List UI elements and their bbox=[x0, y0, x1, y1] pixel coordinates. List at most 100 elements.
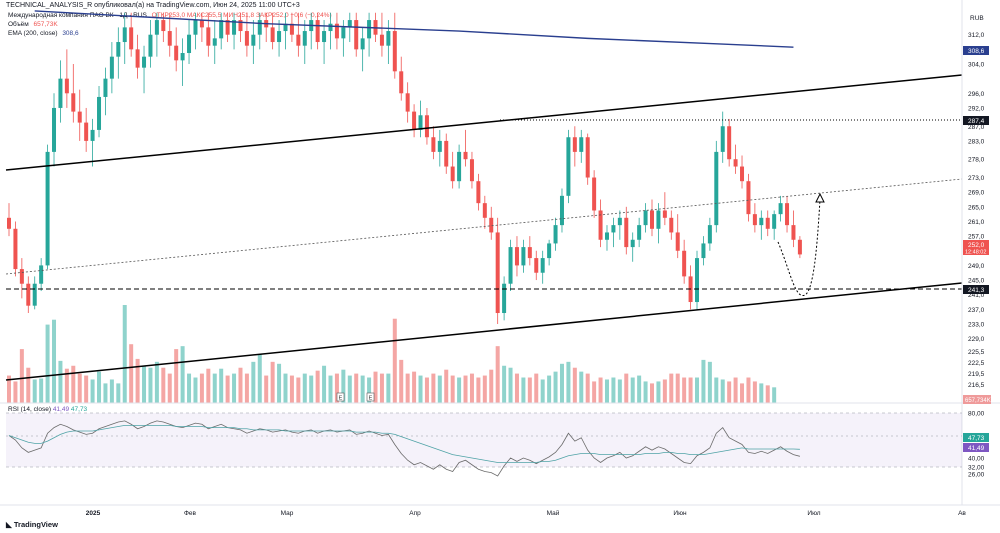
time-tick-label: 2025 bbox=[86, 510, 101, 517]
tv-icon: ◣ bbox=[6, 520, 14, 529]
volume-bar bbox=[476, 377, 481, 403]
symbol-legend: Международная компания ПАО ВК · 1Д · RUS… bbox=[8, 12, 335, 19]
volume-bar bbox=[270, 361, 275, 403]
price-tick-label: 278,0 bbox=[968, 157, 985, 164]
candle-body bbox=[592, 177, 597, 211]
candle-body bbox=[656, 210, 661, 229]
volume-bar bbox=[360, 375, 365, 403]
ema-label[interactable]: EMA (200, close) bbox=[8, 30, 58, 37]
channel-mid-line[interactable] bbox=[5, 178, 963, 275]
candle-body bbox=[26, 283, 31, 306]
earnings-marker-1[interactable] bbox=[336, 392, 345, 402]
candle-body bbox=[386, 31, 391, 46]
candle-body bbox=[463, 151, 468, 160]
volume-bar bbox=[457, 377, 462, 403]
candle-body bbox=[527, 247, 532, 259]
time-tick-label: Июн bbox=[673, 510, 687, 517]
candle-body bbox=[206, 27, 211, 46]
candle-body bbox=[244, 31, 249, 46]
price-tick-label: 219,5 bbox=[968, 371, 985, 378]
candle-body bbox=[611, 225, 616, 233]
candle-body bbox=[360, 38, 365, 50]
volume-bar bbox=[277, 363, 282, 403]
price-tick-label: 273,0 bbox=[968, 175, 985, 182]
candle-body bbox=[129, 27, 134, 50]
candle-body bbox=[701, 243, 706, 259]
price-axis[interactable]: 312,0 304,0 296,0 292,0 287,0 283,0 278,0 273,0… bbox=[968, 32, 985, 389]
tradingview-logo[interactable]: ◣ TradingView bbox=[6, 520, 58, 529]
candle-body bbox=[289, 23, 294, 35]
volume-bar bbox=[727, 381, 732, 403]
price-tick-label: 269,0 bbox=[968, 190, 985, 197]
candle-body bbox=[778, 203, 783, 215]
candle-body bbox=[354, 20, 359, 50]
volume-bar bbox=[264, 375, 269, 403]
candle-body bbox=[765, 217, 770, 229]
currency-label[interactable]: RUB bbox=[970, 15, 984, 22]
candle-body bbox=[167, 31, 172, 46]
time-tick-label: Фев bbox=[184, 510, 197, 517]
volume-bar bbox=[116, 383, 121, 403]
time-tick-label: Апр bbox=[409, 510, 421, 517]
volume-bar bbox=[521, 377, 526, 403]
volume-bar bbox=[122, 305, 127, 403]
volume-bar bbox=[334, 373, 339, 403]
volume-bar bbox=[315, 370, 320, 403]
volume-bar bbox=[707, 361, 712, 403]
rsi-label[interactable]: RSI (14, close) bbox=[8, 406, 51, 413]
candle-body bbox=[180, 53, 185, 61]
volume-badge-text: 657,734K bbox=[965, 398, 991, 404]
volume-bar bbox=[489, 369, 494, 403]
time-axis[interactable]: 2025 Фев Мар Апр Май Июн Июл Ав bbox=[86, 509, 967, 517]
candle-body bbox=[714, 151, 719, 226]
svg-text:E: E bbox=[369, 396, 373, 402]
candle-body bbox=[315, 20, 320, 43]
volume-bar bbox=[84, 375, 89, 403]
volume-bar bbox=[534, 373, 539, 403]
rsi-tick-label: 40,00 bbox=[968, 456, 985, 463]
volume-bar bbox=[592, 381, 597, 403]
volume-bar bbox=[19, 349, 24, 403]
rsi-badge bbox=[963, 443, 989, 452]
candle-body bbox=[142, 56, 147, 68]
symbol-name[interactable]: Международная компания ПАО ВК · 1Д · RUS bbox=[8, 12, 147, 19]
candle-body bbox=[624, 217, 629, 248]
price-tick-label: 222,5 bbox=[968, 360, 985, 367]
channel-lower-line[interactable] bbox=[5, 282, 963, 381]
channel-upper-line[interactable] bbox=[5, 74, 963, 171]
volume-bar bbox=[392, 318, 397, 403]
candle-body bbox=[283, 23, 288, 32]
candle-body bbox=[13, 228, 18, 270]
candle-body bbox=[598, 210, 603, 240]
svg-text:E: E bbox=[339, 396, 343, 402]
volume-bar bbox=[463, 375, 468, 403]
volume-label[interactable]: Объём bbox=[8, 21, 29, 28]
candle-body bbox=[733, 159, 738, 167]
price-tick-label: 245,0 bbox=[968, 278, 985, 285]
volume-bar bbox=[502, 365, 507, 403]
candle-body bbox=[643, 210, 648, 226]
volume-bar bbox=[733, 377, 738, 403]
volume-bar bbox=[656, 381, 661, 403]
candle-body bbox=[148, 34, 153, 57]
price-tick-label: 292,0 bbox=[968, 105, 985, 112]
volume-bar bbox=[431, 373, 436, 403]
volume-bar bbox=[752, 381, 757, 403]
candle-body bbox=[669, 217, 674, 233]
volume-bar bbox=[212, 373, 217, 403]
volume-bar bbox=[444, 369, 449, 403]
volume-bar bbox=[559, 363, 564, 403]
volume-bar bbox=[579, 371, 584, 403]
candle-body bbox=[604, 232, 609, 240]
rsi-ma-value: 47,73 bbox=[70, 406, 88, 413]
volume-bar bbox=[180, 346, 185, 403]
time-tick-label: Май bbox=[547, 509, 560, 517]
projection-arrow[interactable] bbox=[777, 199, 821, 296]
candle-body bbox=[727, 126, 732, 160]
volume-bar bbox=[540, 379, 545, 403]
earnings-marker-2[interactable] bbox=[366, 392, 375, 402]
candle-body bbox=[650, 210, 654, 229]
candle-body bbox=[219, 20, 224, 39]
volume-bar bbox=[437, 375, 442, 403]
